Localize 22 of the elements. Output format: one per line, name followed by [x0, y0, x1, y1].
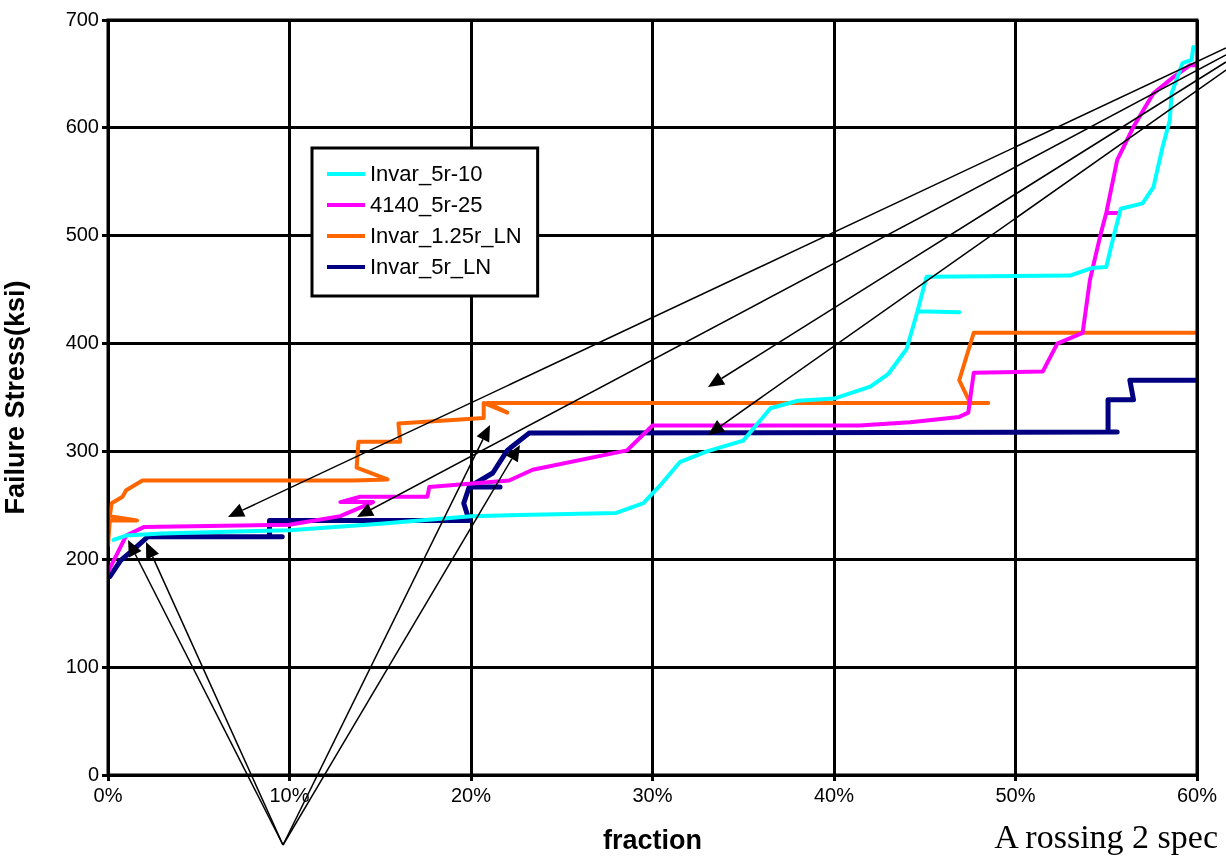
x-tick-label: 0% [93, 783, 123, 806]
text: A rossing 2 spec [994, 818, 1218, 856]
x-tick-label: 40% [813, 783, 855, 806]
y-tick-label: 600 [65, 115, 99, 138]
legend-label: Invar_5r_LN [370, 254, 492, 280]
y-tick-label: 500 [65, 223, 99, 246]
legend-label: Invar_1.25r_LN [370, 223, 522, 249]
y-tick-label: 100 [65, 654, 99, 677]
y-axis-title: Failure Stress(ksi) [0, 280, 30, 515]
y-tick-label: 200 [65, 546, 99, 569]
x-tick-label: 30% [632, 783, 673, 806]
x-tick-label: 10% [269, 783, 310, 806]
legend-label: Invar_5r-10 [370, 161, 483, 187]
x-tick-label: 50% [995, 783, 1036, 806]
y-tick-label: 400 [65, 331, 99, 354]
x-axis-title: fraction [602, 825, 703, 856]
x-tick-label: 20% [450, 783, 492, 806]
y-tick-label: 700 [65, 7, 99, 30]
x-tick-label: 60% [1176, 783, 1218, 806]
legend-label: 4140_5r-25 [370, 192, 483, 218]
y-tick-label: 300 [65, 438, 99, 461]
y-tick-label: 0 [87, 762, 99, 785]
